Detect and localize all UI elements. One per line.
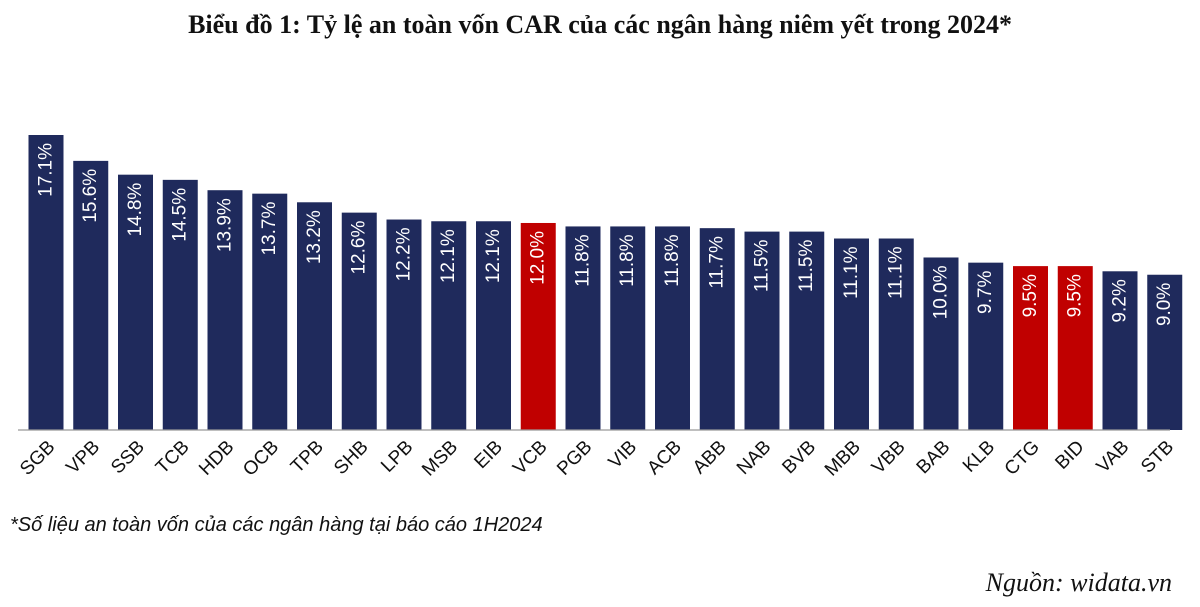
value-label-sgb: 17.1% [36, 143, 57, 197]
tick-label-mbb: MBB [821, 437, 865, 481]
tick-label-ocb: OCB [239, 437, 283, 481]
value-label-tpb: 13.2% [304, 210, 325, 264]
value-label-klb: 9.7% [975, 271, 996, 314]
x-tick-labels: SGB VPB SSB TCB HDB OCB TPB SHB LPB MSB EIB VCB PGB V… [16, 437, 1178, 481]
bar-lpb [386, 219, 422, 430]
value-label-vib: 11.8% [617, 234, 638, 287]
bar-sgb [28, 135, 64, 430]
tick-label-sgb: SGB [16, 437, 59, 480]
tick-label-bid: BID [1051, 437, 1088, 474]
bar-bvb [789, 231, 825, 430]
tick-label-lpb: LPB [377, 437, 417, 477]
bar-hdb [207, 190, 243, 430]
tick-label-msb: MSB [418, 437, 462, 481]
tick-label-tcb: TCB [152, 437, 194, 479]
bar-klb [968, 262, 1004, 430]
value-label-mbb: 11.1% [841, 246, 862, 299]
tick-label-ctg: CTG [1001, 437, 1044, 480]
value-label-pgb: 11.8% [573, 234, 594, 287]
tick-label-nab: NAB [733, 437, 775, 479]
tick-label-vbb: VBB [868, 437, 910, 479]
bar-mbb [834, 238, 869, 430]
value-label-nab: 11.5% [752, 240, 773, 293]
value-label-eib: 12.1% [483, 229, 504, 283]
tick-label-shb: SHB [330, 437, 372, 479]
bar-msb [431, 221, 467, 430]
value-label-bid: 9.5% [1065, 274, 1086, 317]
bar-vcb [520, 222, 556, 430]
bar-pgb [565, 226, 601, 430]
tick-label-vab: VAB [1093, 437, 1134, 478]
bar-vbb [878, 238, 914, 430]
footnote: *Số liệu an toàn vốn của các ngân hàng t… [10, 514, 543, 536]
tick-label-vcb: VCB [509, 437, 551, 479]
bar-ocb [252, 193, 288, 430]
value-label-vab: 9.2% [1110, 279, 1131, 322]
tick-label-bab: BAB [913, 437, 955, 479]
value-label-ctg: 9.5% [1020, 274, 1041, 317]
value-label-hdb: 13.9% [215, 198, 236, 252]
tick-label-hdb: HDB [195, 437, 238, 480]
bar-shb [341, 212, 377, 430]
bars-group: 17.1% 15.6% 14.8% 14.5% 13.9% 13.7% 13.2% 12.6%… [28, 135, 1183, 430]
tick-label-vib: VIB [605, 437, 642, 474]
bar-chart: 17.1% 15.6% 14.8% 14.5% 13.9% 13.7% 13.2% 12.6%… [16, 135, 1183, 481]
value-label-vpb: 15.6% [80, 169, 101, 223]
tick-label-pgb: PGB [553, 437, 596, 480]
value-label-ocb: 13.7% [259, 202, 280, 256]
tick-label-acb: ACB [643, 437, 685, 479]
bar-vib [610, 226, 646, 430]
value-label-vbb: 11.1% [886, 246, 907, 299]
tick-label-ssb: SSB [107, 437, 149, 479]
value-label-msb: 12.1% [438, 229, 459, 283]
tick-label-bvb: BVB [778, 437, 820, 479]
bar-abb [699, 228, 735, 430]
value-label-bvb: 11.5% [796, 240, 817, 293]
value-label-stb: 9.0% [1154, 283, 1175, 326]
bar-bid [1057, 266, 1093, 430]
value-label-shb: 12.6% [349, 221, 370, 275]
value-label-lpb: 12.2% [394, 227, 415, 281]
tick-label-eib: EIB [470, 437, 507, 474]
bar-acb [655, 226, 690, 430]
bar-vpb [73, 160, 109, 430]
chart-title: Biểu đồ 1: Tỷ lệ an toàn vốn CAR của các… [188, 10, 1012, 39]
tick-label-tpb: TPB [287, 437, 328, 478]
bar-stb [1147, 274, 1183, 430]
value-label-abb: 11.7% [707, 236, 728, 289]
tick-label-abb: ABB [689, 437, 731, 479]
bar-ssb [118, 174, 153, 430]
bar-bab [923, 257, 959, 430]
value-label-vcb: 12.0% [528, 231, 549, 285]
tick-label-stb: STB [1137, 437, 1178, 478]
tick-label-klb: KLB [959, 437, 999, 477]
value-label-tcb: 14.5% [170, 188, 191, 242]
source-label: Nguồn: widata.vn [985, 568, 1172, 597]
bar-tpb [297, 202, 332, 430]
value-label-ssb: 14.8% [125, 183, 146, 237]
bar-eib [476, 221, 511, 430]
bar-ctg [1013, 266, 1048, 430]
bar-nab [744, 231, 780, 430]
value-label-bab: 10.0% [931, 265, 952, 319]
value-label-acb: 11.8% [662, 234, 683, 287]
bar-vab [1102, 271, 1138, 430]
tick-label-vpb: VPB [62, 437, 104, 479]
bar-tcb [162, 179, 198, 430]
